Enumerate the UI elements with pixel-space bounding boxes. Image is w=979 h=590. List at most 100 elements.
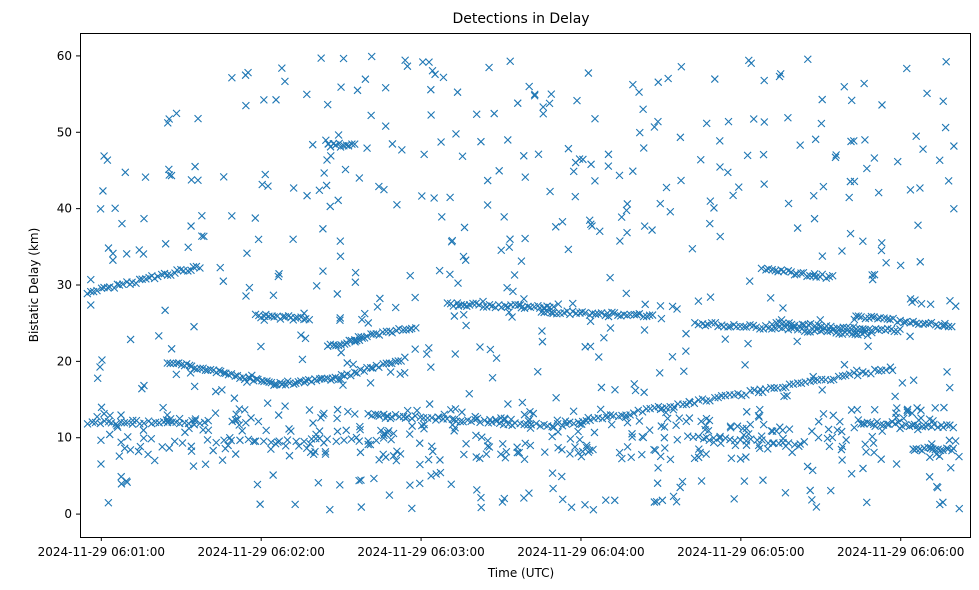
detection-point [623,443,632,451]
detection-point [942,57,951,66]
detection-point [270,313,279,321]
detection-point [230,394,239,403]
detection-point [814,433,823,442]
detection-point [663,414,672,423]
detection-point [99,187,107,195]
detection-point [104,244,113,252]
detection-point [898,378,907,387]
detection-point [943,368,951,376]
detection-point [685,397,694,406]
detection-point [539,103,548,111]
detection-point [645,311,654,320]
detection-point [459,310,468,319]
detection-point [118,280,127,289]
detection-point [941,319,949,328]
detection-point [833,426,842,434]
detection-point [590,428,599,437]
detection-point [837,427,846,436]
detection-point [891,409,900,418]
detection-point [655,369,664,377]
detection-point [584,413,593,422]
detection-point [123,432,132,441]
detection-point [220,369,228,377]
detection-point [606,273,615,282]
detection-point [664,74,673,83]
detection-point [545,99,554,108]
detection-point [685,414,694,422]
detection-point [694,445,703,454]
detection-point [422,350,431,359]
detection-point [584,69,593,77]
detection-point [564,245,573,254]
detection-point [923,89,931,98]
detection-point [434,413,443,421]
detection-point [461,256,470,265]
detection-point [903,405,912,414]
detection-point [490,109,499,118]
detection-point [380,429,389,438]
detection-point [194,114,202,123]
detection-point [427,471,436,480]
detection-point [634,406,643,415]
detection-point [266,445,275,453]
x-tick-label: 2024-11-29 06:04:00 [517,545,644,559]
detection-point [868,432,877,441]
detection-point [850,423,859,432]
detection-point [862,447,871,456]
detection-point [244,435,253,444]
detection-point [557,472,566,481]
detection-point [97,436,105,445]
detection-point [424,343,433,352]
data-points [83,52,964,514]
detection-point [926,444,935,453]
detection-point [883,420,892,428]
detection-point [811,135,820,144]
detection-point [364,440,373,449]
detection-point [96,363,104,371]
detection-point [381,122,390,131]
detection-point [710,75,719,83]
detection-point [161,306,170,315]
chart-title: Detections in Delay [452,11,589,27]
detection-point [781,442,790,450]
detection-point [672,421,680,430]
detection-point [140,381,148,390]
detection-point [364,319,373,327]
detection-point [312,281,321,290]
detection-point [847,406,856,414]
detection-point [617,213,626,222]
detection-point [885,420,893,429]
detection-point [564,144,573,153]
detection-point [117,479,126,488]
detection-point [949,444,958,453]
detection-point [906,332,914,341]
detection-point [185,361,194,370]
detection-point [916,257,925,266]
detection-point [325,505,334,514]
detection-point [264,182,272,190]
detection-point [852,366,861,375]
detection-point [793,379,802,387]
detection-point [723,168,732,177]
detection-point [912,319,920,328]
detection-point [777,316,786,324]
detection-point [191,415,200,423]
detection-point [406,271,415,280]
detection-point [520,295,528,303]
detection-point [533,367,542,376]
detection-point [134,447,143,456]
detection-point [227,369,236,378]
detection-point [389,451,398,460]
detection-point [393,200,401,209]
detection-point [513,99,522,108]
detection-point [552,393,561,402]
detection-point [881,366,890,374]
detection-point [343,407,352,416]
detection-point [810,269,819,278]
detection-point [387,435,396,444]
detection-point [219,172,228,181]
detection-point [374,363,383,372]
detection-point [405,325,414,334]
detection-point [472,486,481,494]
